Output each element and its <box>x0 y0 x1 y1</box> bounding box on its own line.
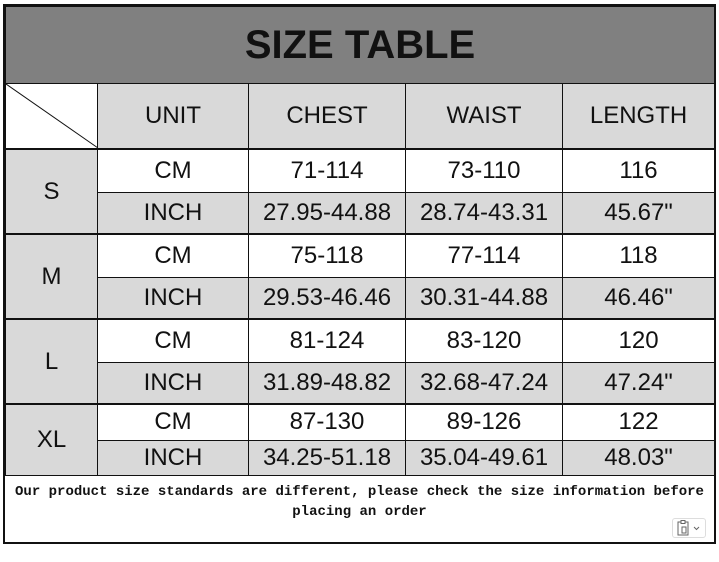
size-label: M <box>5 233 98 320</box>
unit-cell: CM <box>97 403 249 441</box>
column-header: CHEST <box>248 83 406 150</box>
measurement-cell: 28.74-43.31 <box>405 191 563 235</box>
table-row: INCH 27.95-44.88 28.74-43.31 45.67" <box>6 191 716 235</box>
table-title: SIZE TABLE <box>4 6 716 84</box>
measurement-cell: 118 <box>561 233 716 278</box>
measurement-cell: 47.24" <box>561 361 716 405</box>
measurement-cell: 71-114 <box>248 148 406 193</box>
column-header: UNIT <box>97 83 249 150</box>
table-row: INCH 29.53-46.46 30.31-44.88 46.46" <box>6 276 716 320</box>
measurement-cell: 116 <box>561 148 716 193</box>
table-row: L CM 81-124 83-120 120 <box>5 318 716 405</box>
size-label: S <box>5 148 98 235</box>
measurement-cell: 81-124 <box>248 318 406 363</box>
table-row: XL CM 87-130 89-126 122 <box>5 403 716 476</box>
table-row: S CM 71-114 73-110 116 <box>5 148 716 235</box>
measurement-cell: 32.68-47.24 <box>405 361 563 405</box>
table-row: M CM 75-118 77-114 118 <box>5 233 716 320</box>
unit-cell: CM <box>97 148 249 193</box>
measurement-cell: 87-130 <box>248 403 406 441</box>
size-table: SIZE TABLE UNIT CHEST WAIST LENGTH S CM 71-11… <box>4 6 716 476</box>
size-note: Our product size standards are different… <box>15 483 704 520</box>
measurement-cell: 89-126 <box>405 403 563 441</box>
measurement-cell: 120 <box>561 318 716 363</box>
column-header: WAIST <box>405 83 563 150</box>
measurement-cell: 77-114 <box>405 233 563 278</box>
size-label: L <box>5 318 98 405</box>
measurement-cell: 73-110 <box>405 148 563 193</box>
unit-cell: CM <box>97 318 249 363</box>
table-row: INCH 31.89-48.82 32.68-47.24 47.24" <box>6 361 716 405</box>
size-label: XL <box>5 403 98 476</box>
measurement-cell: 29.53-46.46 <box>248 276 406 320</box>
measurement-cell: 35.04-49.61 <box>405 439 563 476</box>
unit-cell: INCH <box>97 191 249 235</box>
clipboard-paste-icon[interactable] <box>672 517 706 538</box>
measurement-cell: 27.95-44.88 <box>248 191 406 235</box>
measurement-cell: 30.31-44.88 <box>405 276 563 320</box>
measurement-cell: 75-118 <box>248 233 406 278</box>
measurement-cell: 48.03" <box>561 439 716 476</box>
measurement-cell: 122 <box>561 403 716 441</box>
unit-cell: INCH <box>97 361 249 405</box>
note-cell: Our product size standards are different… <box>5 476 714 542</box>
measurement-cell: 45.67" <box>561 191 716 235</box>
size-table-container: SIZE TABLE UNIT CHEST WAIST LENGTH S CM 71-11… <box>3 4 716 544</box>
table-row: INCH 34.25-51.18 35.04-49.61 48.03" <box>6 439 716 476</box>
measurement-cell: 83-120 <box>405 318 563 363</box>
unit-cell: INCH <box>97 276 249 320</box>
unit-cell: INCH <box>97 439 249 476</box>
diagonal-corner-cell <box>5 83 98 150</box>
measurement-cell: 31.89-48.82 <box>248 361 406 405</box>
measurement-cell: 34.25-51.18 <box>248 439 406 476</box>
column-header: LENGTH <box>561 83 716 150</box>
measurement-cell: 46.46" <box>561 276 716 320</box>
unit-cell: CM <box>97 233 249 278</box>
